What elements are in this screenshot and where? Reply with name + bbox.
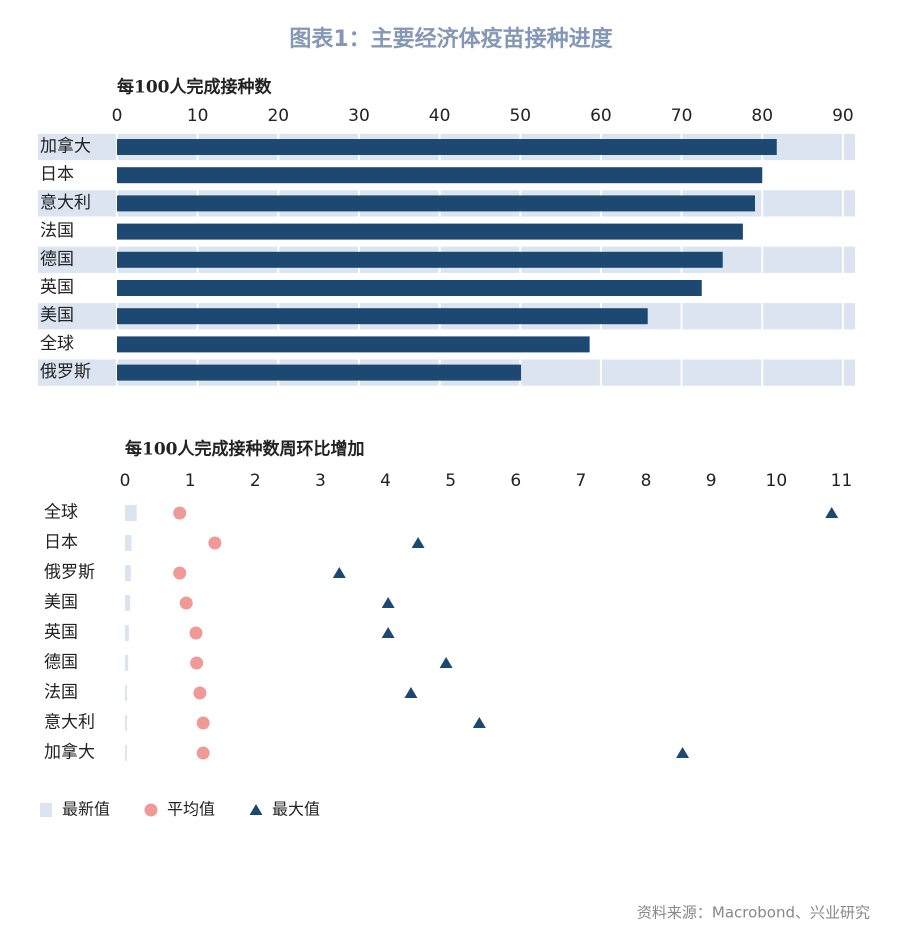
x-tick-label: 40: [429, 106, 451, 126]
triangle: [439, 657, 453, 668]
dot: [196, 746, 210, 760]
y-tick-label: 全球: [44, 503, 78, 523]
x-tick-label: 0: [112, 106, 123, 126]
legend-marker: [144, 803, 158, 817]
x-tick-label: 60: [590, 106, 612, 126]
x-tick-label: 10: [187, 106, 209, 126]
bar: [117, 280, 702, 296]
triangle: [381, 627, 395, 638]
x-tick-label: 90: [832, 106, 854, 126]
x-tick-label: 2: [250, 471, 261, 491]
bar: [117, 364, 522, 381]
y-tick-label: 全球: [40, 334, 74, 354]
bar: [125, 715, 127, 731]
x-tick-label: 11: [831, 471, 853, 491]
y-tick-label: 加拿大: [40, 136, 91, 157]
dot: [196, 716, 210, 730]
bar: [117, 139, 777, 155]
bar: [125, 535, 132, 551]
chart-title: 图表1：主要经济体疫苗接种进度: [289, 26, 613, 52]
bar: [125, 655, 129, 671]
y-tick-label: 意大利: [44, 713, 95, 733]
x-tick-label: 3: [315, 471, 326, 491]
y-tick-label: 法国: [40, 221, 74, 241]
y-tick-label: 俄罗斯: [40, 362, 91, 382]
triangle: [411, 537, 425, 548]
source: 资料来源：Macrobond、兴业研究: [637, 904, 870, 922]
y-tick-label: 法国: [44, 683, 78, 703]
bar: [125, 565, 131, 581]
bar: [125, 745, 127, 761]
y-tick-label: 加拿大: [44, 742, 95, 763]
legend-label: 最新值: [62, 800, 110, 819]
x-tick-label: 6: [510, 471, 521, 491]
bar: [117, 251, 723, 268]
dot: [189, 626, 203, 640]
legend-marker: [249, 804, 263, 815]
y-tick-label: 英国: [40, 278, 74, 298]
x-tick-label: 9: [706, 471, 717, 491]
axis-title: 每100人完成接种数: [117, 77, 272, 98]
x-tick-label: 5: [445, 471, 456, 491]
dot: [190, 656, 204, 670]
x-tick-label: 50: [509, 106, 531, 126]
bar: [125, 505, 137, 521]
x-tick-label: 7: [576, 471, 587, 491]
triangle: [825, 507, 839, 518]
triangle: [381, 597, 395, 608]
legend-label: 最大值: [272, 800, 320, 819]
x-tick-label: 8: [641, 471, 652, 491]
triangle: [472, 717, 486, 728]
dot: [173, 506, 187, 520]
bar: [117, 195, 755, 212]
axis-title: 每100人完成接种数周环比增加: [125, 439, 365, 460]
x-tick-label: 0: [120, 471, 131, 491]
legend-marker: [40, 803, 52, 817]
x-tick-label: 10: [766, 471, 788, 491]
x-tick-label: 80: [751, 106, 773, 126]
bar: [125, 595, 131, 611]
y-tick-label: 英国: [44, 623, 78, 643]
x-tick-label: 20: [267, 106, 289, 126]
dot: [173, 566, 187, 580]
dot: [193, 686, 207, 700]
x-tick-label: 4: [380, 471, 391, 491]
x-tick-label: 70: [671, 106, 693, 126]
triangle: [404, 687, 418, 698]
y-tick-label: 德国: [40, 249, 74, 269]
triangle: [676, 747, 690, 758]
bar: [117, 308, 648, 325]
bar: [125, 685, 127, 701]
legend-label: 平均值: [167, 800, 215, 819]
bar: [125, 625, 129, 641]
y-tick-label: 美国: [44, 593, 78, 613]
dot: [208, 536, 222, 550]
dot: [179, 596, 193, 610]
x-tick-label: 1: [185, 471, 196, 491]
triangle: [332, 567, 346, 578]
bar: [117, 223, 743, 240]
y-tick-label: 美国: [40, 306, 74, 326]
bar: [117, 167, 763, 184]
y-tick-label: 德国: [44, 653, 78, 673]
bar: [117, 336, 590, 353]
y-tick-label: 日本: [40, 165, 74, 185]
y-tick-label: 日本: [44, 533, 78, 553]
y-tick-label: 俄罗斯: [44, 563, 95, 583]
y-tick-label: 意大利: [40, 193, 91, 213]
x-tick-label: 30: [348, 106, 370, 126]
